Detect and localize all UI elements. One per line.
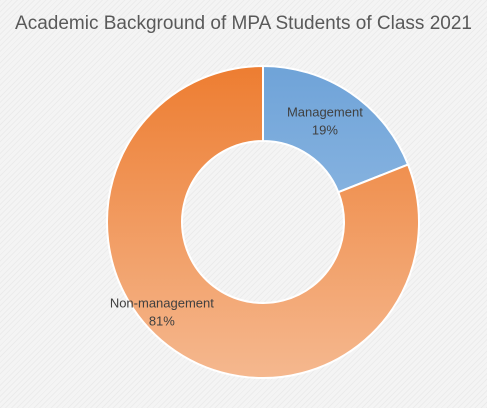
data-label-category: Management — [287, 104, 363, 119]
data-label-category: Non-management — [110, 295, 214, 310]
slice-management — [262, 64, 410, 194]
data-label-percent: 19% — [312, 122, 338, 137]
data-label-percent: 81% — [149, 313, 175, 328]
chart-title: Academic Background of MPA Students of C… — [15, 13, 472, 34]
slice-non-management — [106, 64, 420, 379]
